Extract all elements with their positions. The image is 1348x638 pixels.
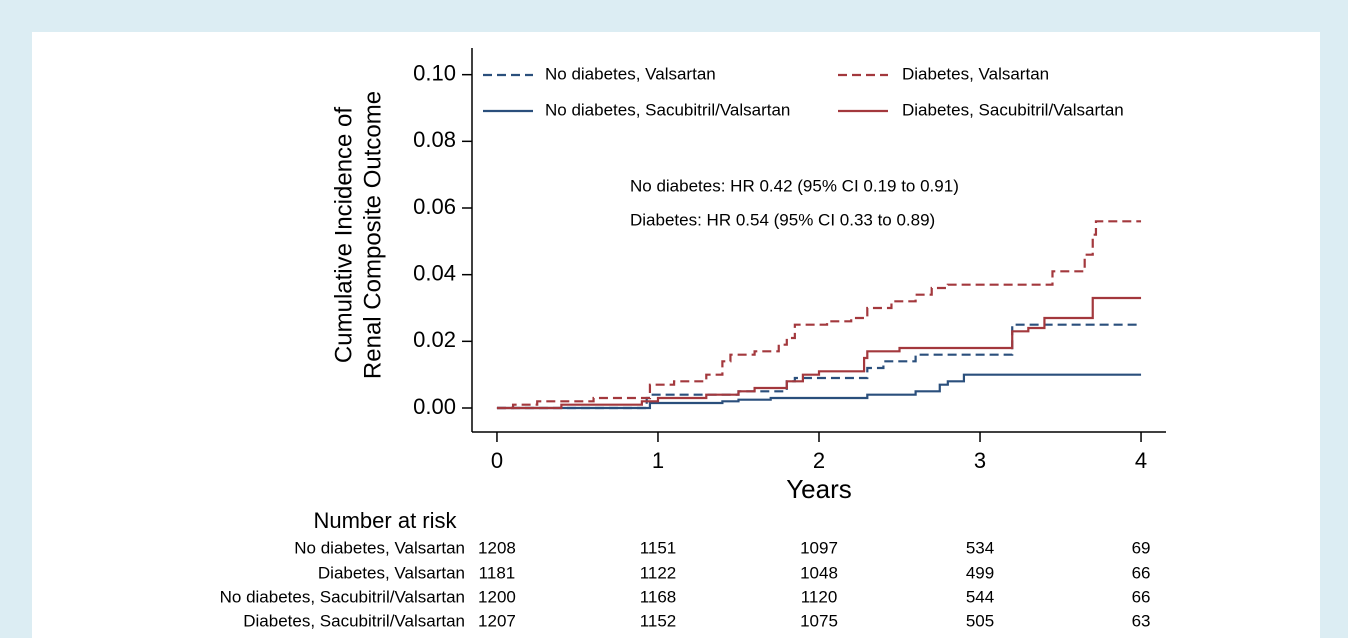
risk-count: 1151	[640, 538, 677, 557]
risk-count: 1075	[800, 611, 838, 630]
risk-count: 69	[1132, 538, 1151, 557]
risk-count: 1120	[801, 587, 838, 606]
x-tick-label: 2	[813, 448, 825, 473]
annotation: Diabetes: HR 0.54 (95% CI 0.33 to 0.89)	[630, 210, 935, 229]
series-line	[496, 296, 1142, 410]
risk-row-label: No diabetes, Valsartan	[294, 538, 465, 557]
annotation: No diabetes: HR 0.42 (95% CI 0.19 to 0.9…	[630, 176, 959, 195]
y-axis-title: Renal Composite Outcome	[359, 91, 386, 379]
x-tick-label: 1	[652, 448, 664, 473]
risk-count: 534	[966, 538, 994, 557]
risk-count: 1207	[478, 611, 516, 630]
y-tick-label: 0.00	[413, 394, 456, 419]
x-tick-label: 3	[974, 448, 986, 473]
x-tick-label: 0	[491, 448, 503, 473]
legend-label: Diabetes, Valsartan	[902, 64, 1049, 83]
risk-count: 66	[1132, 587, 1151, 606]
x-tick-label: 4	[1135, 448, 1147, 473]
risk-table-title: Number at risk	[313, 508, 457, 533]
risk-count: 66	[1132, 563, 1151, 582]
y-tick-label: 0.02	[413, 327, 456, 352]
risk-row-label: Diabetes, Sacubitril/Valsartan	[243, 611, 465, 630]
risk-count: 1122	[640, 563, 677, 582]
y-tick-label: 0.10	[413, 60, 456, 85]
y-tick-label: 0.08	[413, 127, 456, 152]
risk-row-label: No diabetes, Sacubitril/Valsartan	[220, 587, 465, 606]
series-line	[496, 220, 1142, 410]
risk-count: 1152	[640, 611, 677, 630]
risk-count: 499	[966, 563, 994, 582]
risk-count: 1097	[800, 538, 838, 557]
y-tick-label: 0.06	[413, 194, 456, 219]
risk-count: 1200	[478, 587, 516, 606]
y-tick-label: 0.04	[413, 260, 456, 285]
risk-count: 1168	[640, 587, 677, 606]
risk-count: 1208	[478, 538, 516, 557]
panel	[32, 32, 1320, 638]
x-axis-title: Years	[786, 474, 852, 504]
legend-label: Diabetes, Sacubitril/Valsartan	[902, 100, 1124, 119]
risk-count: 505	[966, 611, 994, 630]
y-axis-title: Cumulative Incidence of	[330, 107, 357, 363]
legend-label: No diabetes, Valsartan	[545, 64, 716, 83]
risk-count: 1181	[479, 563, 516, 582]
risk-row-label: Diabetes, Valsartan	[318, 563, 465, 582]
risk-count: 1048	[800, 563, 838, 582]
risk-count: 63	[1132, 611, 1151, 630]
series-line	[496, 373, 1142, 410]
risk-count: 544	[966, 587, 994, 606]
legend-label: No diabetes, Sacubitril/Valsartan	[545, 100, 790, 119]
